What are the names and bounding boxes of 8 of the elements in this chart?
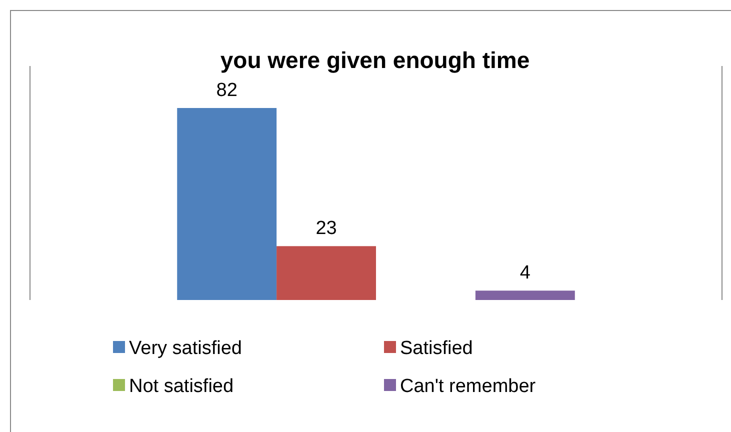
legend-label: Satisfied (400, 338, 473, 359)
legend-label: Very satisfied (129, 338, 242, 359)
data-label: 82 (216, 80, 238, 101)
legend-label: Can't remember (400, 376, 536, 397)
legend-label: Not satisfied (129, 376, 234, 397)
data-label: 23 (316, 218, 337, 240)
data-label: 4 (520, 262, 531, 284)
chart-title: you were given enough time (220, 47, 530, 73)
